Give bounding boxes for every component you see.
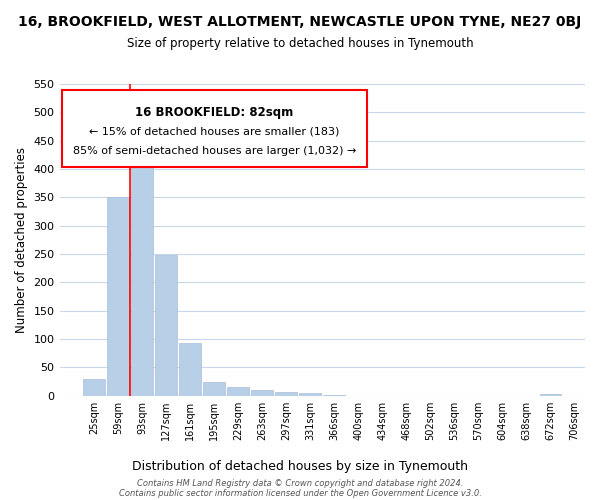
Bar: [539, 394, 561, 396]
Bar: [251, 390, 273, 396]
Text: ← 15% of detached houses are smaller (183): ← 15% of detached houses are smaller (18…: [89, 126, 340, 136]
Text: 16, BROOKFIELD, WEST ALLOTMENT, NEWCASTLE UPON TYNE, NE27 0BJ: 16, BROOKFIELD, WEST ALLOTMENT, NEWCASTL…: [19, 15, 581, 29]
Bar: [179, 343, 201, 396]
Bar: [83, 380, 105, 396]
Y-axis label: Number of detached properties: Number of detached properties: [15, 147, 28, 333]
Text: 16 BROOKFIELD: 82sqm: 16 BROOKFIELD: 82sqm: [136, 106, 293, 119]
Text: Size of property relative to detached houses in Tynemouth: Size of property relative to detached ho…: [127, 38, 473, 51]
Bar: [299, 394, 321, 396]
Bar: [275, 392, 297, 396]
Text: Contains public sector information licensed under the Open Government Licence v3: Contains public sector information licen…: [119, 488, 481, 498]
Bar: [131, 142, 153, 396]
Bar: [155, 255, 177, 396]
Bar: [227, 388, 249, 396]
Text: Contains HM Land Registry data © Crown copyright and database right 2024.: Contains HM Land Registry data © Crown c…: [137, 478, 463, 488]
Bar: [203, 382, 225, 396]
Text: 85% of semi-detached houses are larger (1,032) →: 85% of semi-detached houses are larger (…: [73, 146, 356, 156]
Text: Distribution of detached houses by size in Tynemouth: Distribution of detached houses by size …: [132, 460, 468, 473]
Bar: [323, 395, 345, 396]
Bar: [107, 198, 129, 396]
FancyBboxPatch shape: [62, 90, 367, 166]
